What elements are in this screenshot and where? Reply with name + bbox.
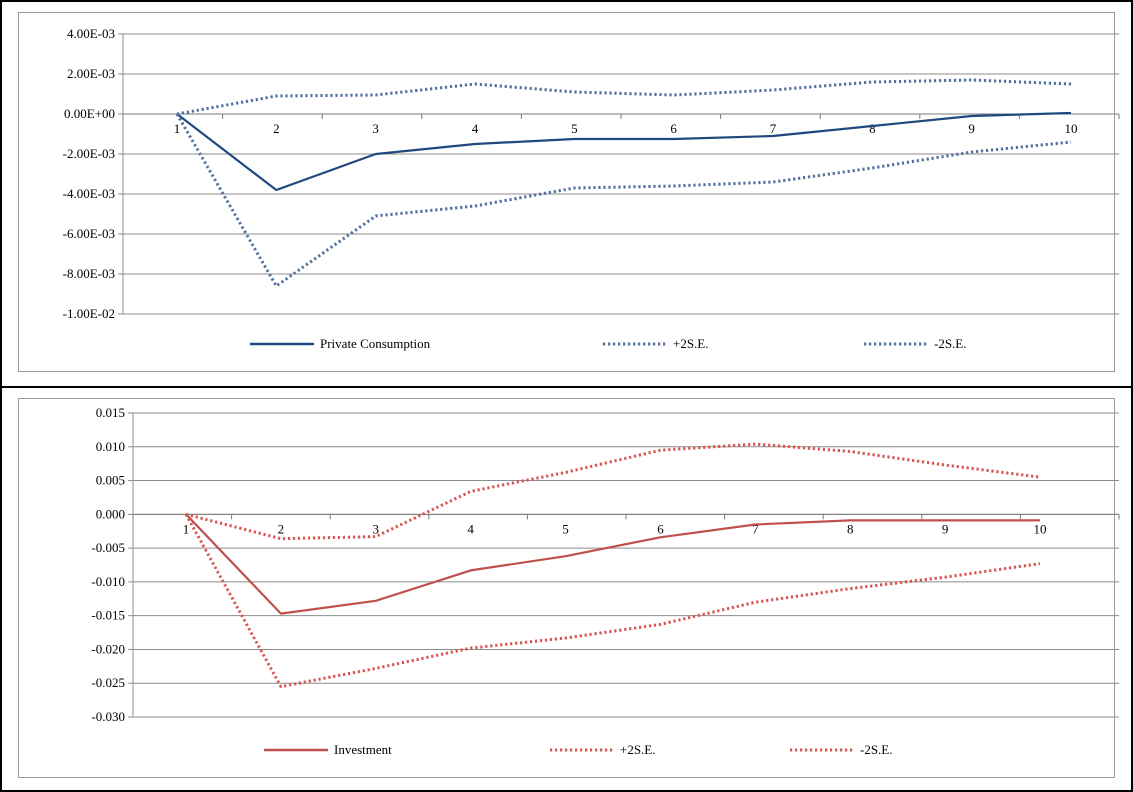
y-tick-label: -0.025 xyxy=(91,675,125,690)
y-tick-label: -0.015 xyxy=(91,608,125,623)
x-tick-label: 1 xyxy=(183,521,190,536)
series-line-2 xyxy=(184,513,1041,689)
chart-frame-private-consumption: 4.00E-03 2.00E-03 0.00E+00 -2.00E-03 -4.00E-… xyxy=(18,12,1120,372)
y-tick-label: 0.000 xyxy=(96,506,125,521)
y-tick-label: -2.00E-03 xyxy=(63,146,115,161)
chart-investment: 0.015 0.010 0.005 0.000 -0.005 -0.010 -0.015 -0… xyxy=(91,405,1120,757)
y-tick-label: 0.015 xyxy=(96,405,125,420)
x-tick-label: 5 xyxy=(562,521,569,536)
x-tick-label: 9 xyxy=(968,121,975,136)
legend-label: Investment xyxy=(334,742,392,757)
x-tick-label: 9 xyxy=(942,521,949,536)
y-tick-label: 2.00E-03 xyxy=(67,66,115,81)
legend-label: +2S.E. xyxy=(673,336,709,351)
x-tick-label: 5 xyxy=(571,121,578,136)
legend-label: +2S.E. xyxy=(620,742,656,757)
series-line-1 xyxy=(185,442,1041,541)
x-tick-label: 3 xyxy=(372,121,379,136)
x-tick-label: 4 xyxy=(467,521,474,536)
y-tick-label: 0.00E+00 xyxy=(64,106,115,121)
x-tick-label: 3 xyxy=(373,521,380,536)
series-line-2 xyxy=(175,113,1072,288)
x-tick-label: 8 xyxy=(847,521,854,536)
y-tick-label: 4.00E-03 xyxy=(67,26,115,41)
y-tick-label: 0.005 xyxy=(96,473,125,488)
x-tick-label: 2 xyxy=(273,121,280,136)
y-tick-label: -8.00E-03 xyxy=(63,266,115,281)
chart-frame-investment: 0.015 0.010 0.005 0.000 -0.005 -0.010 -0.015 -0… xyxy=(18,398,1120,778)
x-tick-label: 6 xyxy=(657,521,664,536)
series-line-0 xyxy=(185,513,1040,615)
x-tick-label: 10 xyxy=(1065,121,1078,136)
legend-label: -2S.E. xyxy=(934,336,967,351)
x-tick-label: 8 xyxy=(869,121,876,136)
y-tick-label: 0.010 xyxy=(96,439,125,454)
x-tick-label: 10 xyxy=(1034,521,1047,536)
x-tick-label: 7 xyxy=(752,521,759,536)
chart-panel-top: 4.00E-03 2.00E-03 0.00E+00 -2.00E-03 -4.00E-… xyxy=(0,0,1133,387)
x-tick-label: 4 xyxy=(472,121,479,136)
chart-panel-bottom: 0.015 0.010 0.005 0.000 -0.005 -0.010 -0.015 -0… xyxy=(0,387,1133,792)
legend-label: -2S.E. xyxy=(860,742,893,757)
y-tick-label: -0.005 xyxy=(91,540,125,555)
y-tick-label: -0.010 xyxy=(91,574,125,589)
x-tick-label: 6 xyxy=(670,121,677,136)
x-tick-label: 2 xyxy=(278,521,285,536)
y-tick-label: -0.030 xyxy=(91,709,125,724)
y-tick-label: -4.00E-03 xyxy=(63,186,115,201)
y-tick-label: -1.00E-02 xyxy=(63,306,115,321)
legend-label: Private Consumption xyxy=(320,336,431,351)
chart-private-consumption: 4.00E-03 2.00E-03 0.00E+00 -2.00E-03 -4.00E-… xyxy=(63,26,1120,351)
x-tick-label: 7 xyxy=(770,121,777,136)
series-line-1 xyxy=(176,78,1072,116)
x-tick-label: 1 xyxy=(174,121,181,136)
y-tick-label: -0.020 xyxy=(91,641,125,656)
series-line-0 xyxy=(176,111,1072,192)
y-tick-label: -6.00E-03 xyxy=(63,226,115,241)
